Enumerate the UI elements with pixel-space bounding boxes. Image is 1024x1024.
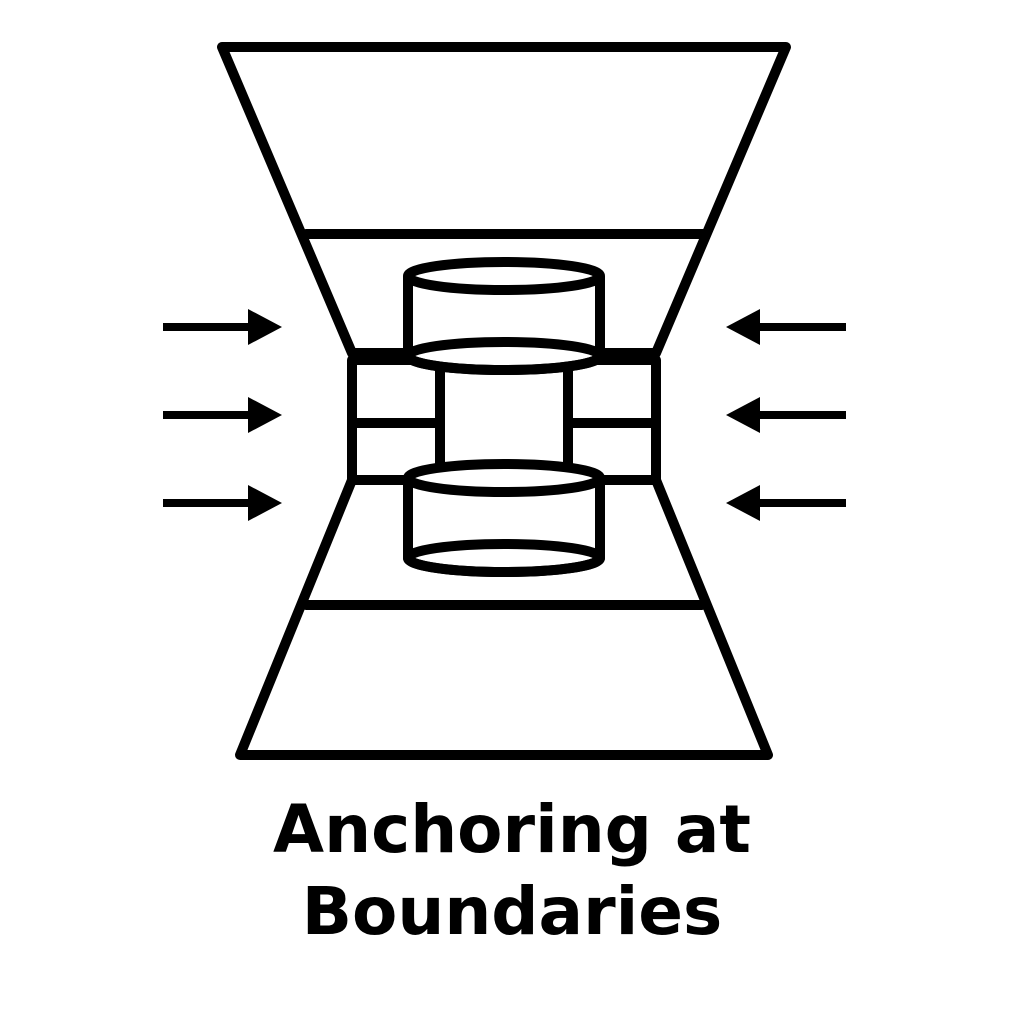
arrow-left-icon: [726, 309, 846, 345]
diagram-title-line-2: Boundaries: [301, 873, 723, 950]
arrow-left-icon: [726, 397, 846, 433]
arrow-left-icon: [726, 485, 846, 521]
arrow-right-icon: [163, 397, 282, 433]
anchoring-diagram: [163, 42, 846, 760]
arrow-right-icon: [163, 485, 282, 521]
connector-column: [435, 361, 573, 479]
upper-cylinder: [403, 257, 605, 375]
arrow-right-icon: [163, 309, 282, 345]
diagram-title-line-1: Anchoring at: [273, 791, 751, 868]
lower-cylinder: [403, 459, 605, 577]
upper-funnel: [217, 42, 791, 358]
